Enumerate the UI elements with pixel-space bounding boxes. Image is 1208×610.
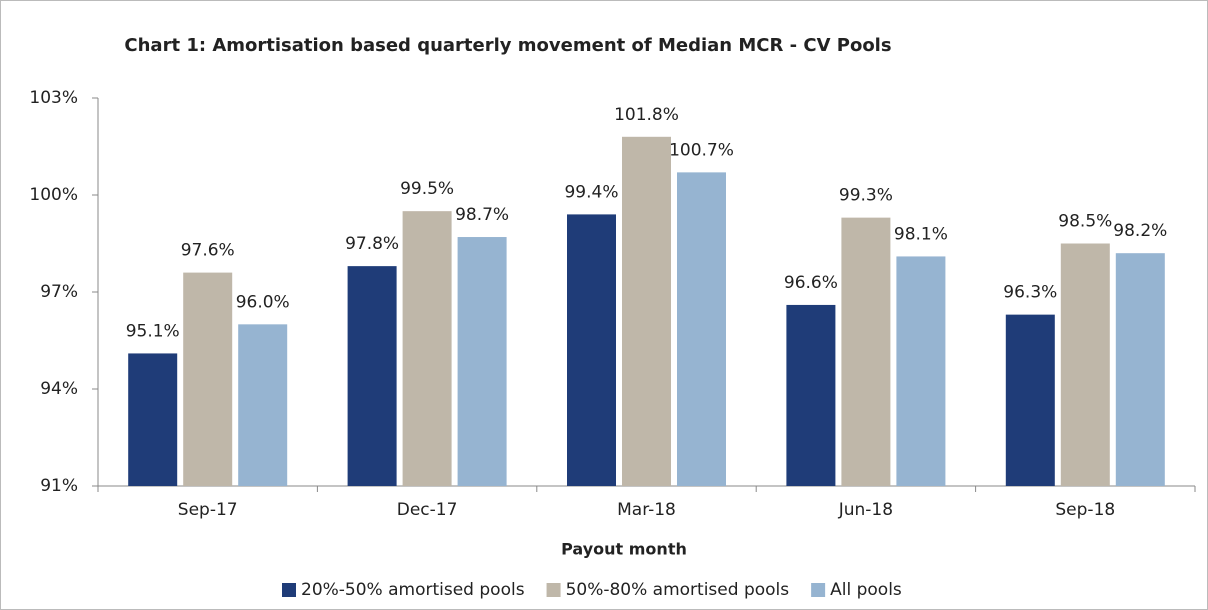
bar [1060, 243, 1110, 486]
value-label: 97.6% [181, 241, 235, 261]
value-label: 97.8% [345, 234, 399, 254]
value-label: 99.3% [839, 186, 893, 206]
bar [567, 214, 616, 486]
value-label: 99.4% [564, 182, 618, 202]
legend-label: 20%-50% amortised pools [301, 580, 525, 600]
x-tick-label: Dec-17 [397, 500, 458, 520]
x-tick-label: Jun-18 [838, 500, 893, 520]
y-tick-label: 100% [29, 185, 78, 205]
x-tick-label: Mar-18 [617, 500, 676, 520]
bar [1115, 253, 1165, 486]
bar [841, 217, 891, 486]
bar [347, 266, 397, 486]
value-label: 96.0% [236, 292, 290, 312]
y-tick-label: 103% [29, 88, 78, 108]
chart-title: Chart 1: Amortisation based quarterly mo… [124, 35, 891, 56]
bar [1005, 314, 1055, 486]
bar [786, 304, 836, 486]
value-label: 96.3% [1003, 283, 1057, 303]
value-label: 96.6% [784, 273, 838, 293]
x-tick-label: Sep-18 [1055, 500, 1115, 520]
value-label: 98.7% [455, 205, 509, 225]
bar [677, 172, 726, 486]
value-label: 98.1% [894, 224, 948, 244]
y-tick-label: 94% [40, 379, 78, 399]
bar [238, 324, 288, 486]
bar [128, 353, 178, 486]
y-tick-label: 97% [40, 282, 78, 302]
legend-swatch [811, 583, 826, 597]
bar [622, 136, 671, 487]
value-label: 98.5% [1058, 212, 1112, 232]
value-label: 101.8% [614, 105, 679, 125]
bar [457, 237, 507, 486]
bar [402, 211, 452, 486]
legend-label: 50%-80% amortised pools [566, 580, 790, 600]
value-label: 99.5% [400, 179, 454, 199]
legend-swatch [282, 583, 296, 597]
value-label: 100.7% [669, 140, 734, 160]
x-axis-label: Payout month [561, 540, 687, 559]
bar [896, 256, 946, 486]
value-label: 95.1% [126, 321, 180, 341]
bar [183, 272, 233, 486]
legend-label: All pools [830, 580, 902, 600]
x-tick-label: Sep-17 [178, 500, 238, 520]
y-tick-label: 91% [40, 476, 78, 496]
legend-swatch [546, 583, 561, 597]
value-label: 98.2% [1113, 221, 1167, 241]
